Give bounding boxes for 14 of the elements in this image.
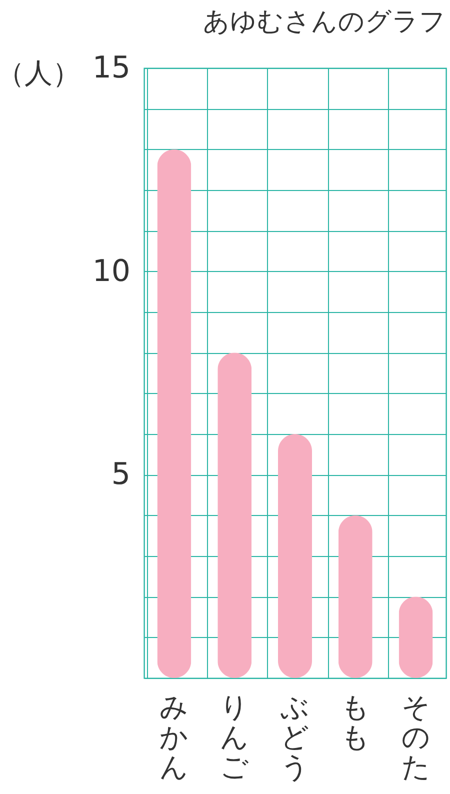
bar [338, 515, 372, 678]
x-tick-label: ぶどう [280, 690, 310, 784]
x-tick-label: りんご [220, 690, 250, 784]
bar [157, 149, 192, 678]
bar [278, 434, 312, 678]
x-tick-label: そのた [401, 690, 430, 784]
bar [218, 352, 252, 678]
chart-title: あゆむさんのグラフ [203, 7, 446, 37]
y-axis-title: （人） [0, 56, 80, 90]
y-tick-label: 5 [111, 457, 130, 492]
y-tick-label: 15 [92, 50, 130, 86]
x-tick-label: もも [340, 690, 370, 754]
y-tick-label: 10 [92, 254, 130, 289]
x-tick-label: みかん [160, 690, 189, 784]
